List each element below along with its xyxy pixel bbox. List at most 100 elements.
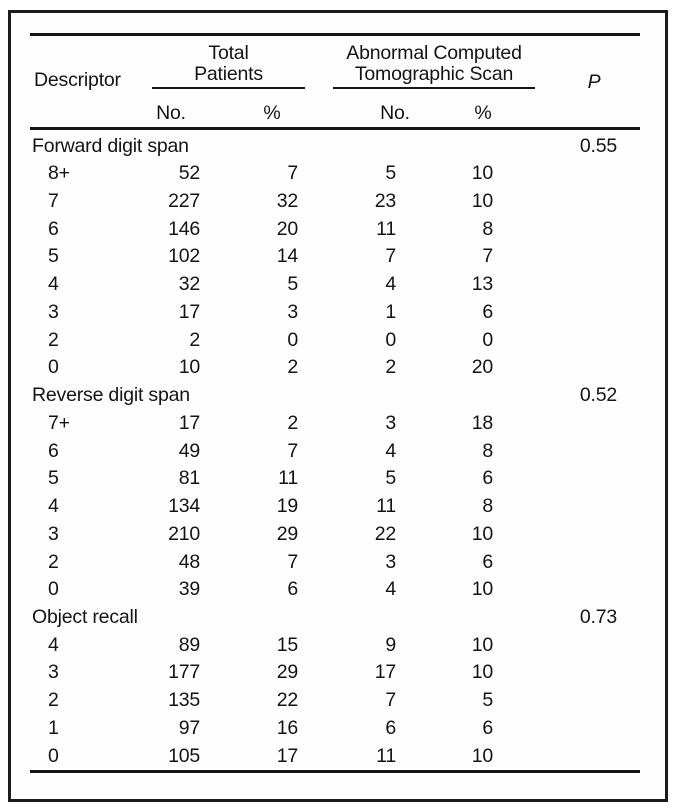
cell-ct-pct: 7 [482,245,493,268]
cell-ct-no: 7 [385,245,396,268]
cell-total-no: 81 [178,467,200,490]
section-row: Forward digit span 0.55 [30,133,640,161]
cell-ct-no: 0 [385,328,396,351]
cell-ct-pct: 6 [482,467,493,490]
cell-total-pct: 29 [276,522,298,545]
cell-ct-no: 4 [385,439,396,462]
cell-ct-pct: 0 [482,328,493,351]
cell-ct-no: 4 [385,578,396,601]
cell-ct-pct: 18 [471,411,493,434]
p-value: 0.73 [579,605,617,628]
sub-header-ct-pct: % [474,102,492,124]
table-row: 2 2 0 0 0 [30,327,640,355]
p-value: 0.55 [579,134,617,157]
cell-descriptor: 6 [48,439,59,462]
cell-total-no: 49 [178,439,200,462]
cell-ct-no: 7 [385,689,396,712]
cell-descriptor: 5 [48,467,59,490]
cell-p-empty [493,160,640,188]
table-frame [8,10,668,802]
cell-p-empty [493,659,640,687]
cell-total-pct: 11 [278,467,298,490]
cell-total-no: 10 [178,356,200,379]
cell-total-pct: 32 [276,189,298,212]
cell-total-pct: 22 [276,689,298,712]
section-row: Reverse digit span 0.52 [30,382,640,410]
cell-ct-pct: 6 [482,716,493,739]
cell-descriptor: 7+ [48,411,70,434]
cell-p-empty [493,549,640,577]
cell-p-empty [493,521,640,549]
cell-descriptor: 3 [48,300,59,323]
cell-total-pct: 2 [287,356,298,379]
cell-total-pct: 17 [276,744,298,767]
cell-ct-no: 1 [385,300,396,323]
cell-total-no: 48 [178,550,200,573]
cell-p-empty [493,188,640,216]
cell-total-no: 97 [178,716,200,739]
cell-descriptor: 1 [48,716,59,739]
cell-total-no: 135 [168,689,200,712]
col-header-descriptor: Descriptor [34,69,121,91]
cell-ct-pct: 10 [471,661,493,684]
cell-descriptor: 6 [48,217,59,240]
cell-total-no: 146 [168,217,200,240]
cell-total-no: 52 [178,162,200,185]
section-row: Object recall 0.73 [30,604,640,632]
cell-p-empty [493,438,640,466]
table-row: 4 89 15 9 10 [30,632,640,660]
cell-total-no: 210 [168,522,200,545]
cell-descriptor: 3 [48,661,59,684]
cell-total-no: 17 [178,300,200,323]
cell-ct-no: 23 [374,189,396,212]
cell-total-no: 39 [178,578,200,601]
col-group-total-patients-line1: Total [208,42,249,64]
cell-ct-pct: 10 [471,162,493,185]
cell-total-pct: 6 [287,578,298,601]
table-row: 3 177 29 17 10 [30,659,640,687]
cell-ct-pct: 10 [471,633,493,656]
cell-total-pct: 20 [276,217,298,240]
cell-total-pct: 29 [276,661,298,684]
table-row: 3 210 29 22 10 [30,521,640,549]
table-row: 2 135 22 7 5 [30,687,640,715]
cell-descriptor: 5 [48,245,59,268]
col-group-total-patients: Total Patients [152,43,305,89]
cell-total-pct: 14 [276,245,298,268]
cell-descriptor: 2 [48,328,59,351]
table-row: 6 49 7 4 8 [30,438,640,466]
sub-header-total-pct: % [263,102,281,124]
section-label: Forward digit span [32,134,189,157]
table-header: Descriptor Total Patients Abnormal Compu… [30,33,640,130]
cell-p-empty [493,271,640,299]
cell-p-empty [493,632,640,660]
cell-descriptor: 2 [48,689,59,712]
cell-total-pct: 7 [287,550,298,573]
cell-descriptor: 4 [48,273,59,296]
col-group-ct-scan-line1: Abnormal Computed [346,42,522,64]
cell-descriptor: 8+ [48,162,70,185]
cell-ct-no: 9 [385,633,396,656]
col-group-ct-scan-line2: Tomographic Scan [354,62,514,85]
cell-descriptor: 7 [48,189,59,212]
cell-total-pct: 5 [287,273,298,296]
cell-descriptor: 0 [48,744,59,767]
table-row: 5 81 11 5 6 [30,465,640,493]
cell-ct-no: 6 [385,716,396,739]
cell-descriptor: 0 [48,578,59,601]
table-row: 8+ 52 7 5 10 [30,160,640,188]
cell-p-empty [493,216,640,244]
cell-ct-no: 17 [374,661,396,684]
table-row: 6 146 20 11 8 [30,216,640,244]
cell-p-empty [493,299,640,327]
cell-total-pct: 19 [276,495,298,518]
cell-total-pct: 16 [276,716,298,739]
cell-ct-no: 3 [385,411,396,434]
table-row: 0 10 2 2 20 [30,354,640,382]
table-row: 7+ 17 2 3 18 [30,410,640,438]
table-row: 3 17 3 1 6 [30,299,640,327]
table-row: 2 48 7 3 6 [30,549,640,577]
cell-p-empty [493,743,640,771]
cell-ct-no: 3 [385,550,396,573]
